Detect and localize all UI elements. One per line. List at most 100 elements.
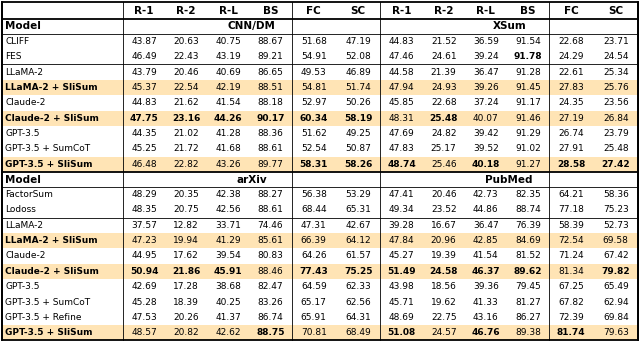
Text: 20.82: 20.82	[173, 328, 199, 337]
Text: 81.34: 81.34	[559, 267, 584, 276]
Text: 82.35: 82.35	[515, 190, 541, 199]
Text: 23.71: 23.71	[603, 37, 628, 46]
Bar	[2, 2, 638, 19]
Text: 62.33: 62.33	[346, 282, 371, 291]
Text: 21.39: 21.39	[431, 68, 456, 77]
Text: SC: SC	[351, 6, 366, 15]
Text: 24.82: 24.82	[431, 129, 456, 138]
Text: 88.36: 88.36	[257, 129, 284, 138]
Text: 45.85: 45.85	[388, 98, 415, 107]
Text: 88.67: 88.67	[257, 37, 284, 46]
Text: 79.82: 79.82	[602, 267, 630, 276]
Text: 64.12: 64.12	[346, 236, 371, 245]
Text: 65.49: 65.49	[603, 282, 628, 291]
Text: 40.75: 40.75	[216, 37, 241, 46]
Text: 85.61: 85.61	[257, 236, 284, 245]
Text: 54.91: 54.91	[301, 52, 326, 61]
Text: 44.35: 44.35	[131, 129, 157, 138]
Text: 48.31: 48.31	[388, 114, 415, 123]
Text: 67.25: 67.25	[559, 282, 584, 291]
Text: 18.56: 18.56	[431, 282, 456, 291]
Text: 22.82: 22.82	[173, 160, 199, 169]
Text: 19.39: 19.39	[431, 251, 456, 260]
Text: 88.27: 88.27	[257, 190, 284, 199]
Text: 42.69: 42.69	[131, 282, 157, 291]
Text: 36.47: 36.47	[473, 221, 499, 230]
Text: 45.71: 45.71	[388, 298, 415, 307]
Text: 68.44: 68.44	[301, 205, 326, 214]
Text: 81.74: 81.74	[557, 328, 586, 337]
Text: 21.52: 21.52	[431, 37, 456, 46]
Text: 86.27: 86.27	[515, 313, 541, 322]
Text: 40.25: 40.25	[216, 298, 241, 307]
Text: LLaMA-2: LLaMA-2	[5, 68, 43, 77]
Text: 70.81: 70.81	[301, 328, 326, 337]
Text: 84.69: 84.69	[515, 236, 541, 245]
Text: 65.17: 65.17	[301, 298, 326, 307]
Text: 41.28: 41.28	[216, 129, 241, 138]
Text: 75.25: 75.25	[344, 267, 372, 276]
Text: 23.16: 23.16	[172, 114, 200, 123]
Text: 48.57: 48.57	[131, 328, 157, 337]
Text: 28.58: 28.58	[557, 160, 586, 169]
Text: 50.87: 50.87	[346, 144, 371, 153]
Text: 89.21: 89.21	[257, 52, 284, 61]
Text: 20.63: 20.63	[173, 37, 199, 46]
Text: 33.71: 33.71	[216, 221, 241, 230]
Text: 46.37: 46.37	[472, 267, 500, 276]
Text: 81.27: 81.27	[515, 298, 541, 307]
Text: LLaMA-2 + SliSum: LLaMA-2 + SliSum	[5, 236, 98, 245]
Text: 47.84: 47.84	[388, 236, 414, 245]
Text: 75.23: 75.23	[603, 205, 628, 214]
Text: 64.21: 64.21	[559, 190, 584, 199]
Text: 22.68: 22.68	[431, 98, 456, 107]
Text: Claude-2: Claude-2	[5, 251, 45, 260]
Text: 39.42: 39.42	[473, 129, 499, 138]
Bar	[2, 217, 638, 233]
Text: 41.68: 41.68	[216, 144, 241, 153]
Text: 25.76: 25.76	[603, 83, 628, 92]
Text: 91.46: 91.46	[515, 114, 541, 123]
Text: 88.61: 88.61	[257, 144, 284, 153]
Text: 76.39: 76.39	[515, 221, 541, 230]
Text: 56.38: 56.38	[301, 190, 326, 199]
Text: FactorSum: FactorSum	[5, 190, 53, 199]
Text: 88.75: 88.75	[256, 328, 285, 337]
Bar	[2, 279, 638, 294]
Text: R-L: R-L	[219, 6, 237, 15]
Text: R-2: R-2	[434, 6, 453, 15]
Text: 77.43: 77.43	[300, 267, 328, 276]
Text: 51.74: 51.74	[346, 83, 371, 92]
Text: 41.37: 41.37	[216, 313, 241, 322]
Text: 77.18: 77.18	[558, 205, 584, 214]
Text: 24.54: 24.54	[603, 52, 628, 61]
Text: 47.41: 47.41	[388, 190, 414, 199]
Text: 58.31: 58.31	[300, 160, 328, 169]
Bar	[2, 172, 638, 187]
Text: 47.83: 47.83	[388, 144, 415, 153]
Text: 42.62: 42.62	[216, 328, 241, 337]
Bar	[2, 64, 638, 80]
Text: 25.48: 25.48	[603, 144, 628, 153]
Text: 83.26: 83.26	[257, 298, 284, 307]
Text: 49.53: 49.53	[301, 68, 326, 77]
Text: 68.49: 68.49	[346, 328, 371, 337]
Text: 37.24: 37.24	[473, 98, 499, 107]
Text: 43.16: 43.16	[473, 313, 499, 322]
Text: 46.76: 46.76	[472, 328, 500, 337]
Text: 47.46: 47.46	[388, 52, 414, 61]
Text: R-1: R-1	[134, 6, 154, 15]
Text: FC: FC	[307, 6, 321, 15]
Text: 58.26: 58.26	[344, 160, 372, 169]
Text: 88.61: 88.61	[257, 205, 284, 214]
Text: 41.33: 41.33	[473, 298, 499, 307]
Text: 52.97: 52.97	[301, 98, 326, 107]
Text: PubMed: PubMed	[486, 175, 533, 185]
Bar	[2, 34, 638, 49]
Text: 24.58: 24.58	[429, 267, 458, 276]
Text: 43.79: 43.79	[131, 68, 157, 77]
Text: 42.85: 42.85	[473, 236, 499, 245]
Text: 23.79: 23.79	[603, 129, 628, 138]
Text: FC: FC	[564, 6, 579, 15]
Text: 20.46: 20.46	[173, 68, 199, 77]
